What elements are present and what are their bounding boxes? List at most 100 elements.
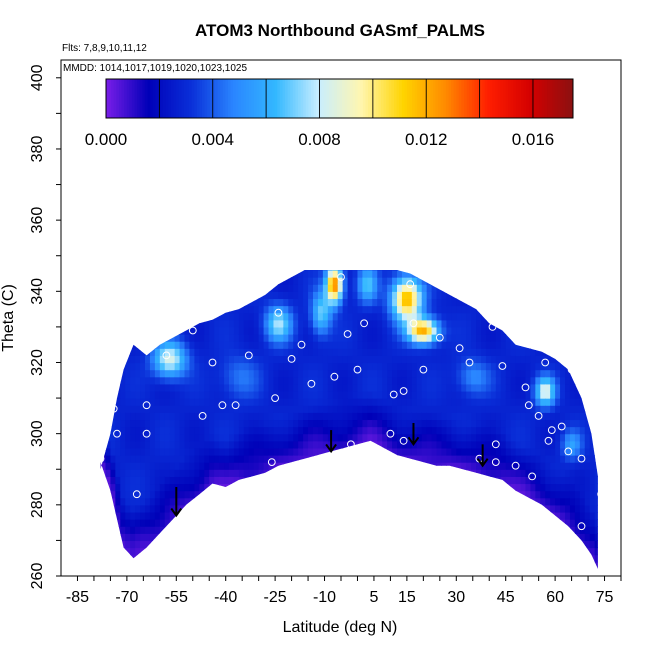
heat-cell <box>322 319 329 328</box>
heat-cell <box>545 462 551 470</box>
heat-cell <box>421 305 428 314</box>
heat-cell <box>411 362 418 371</box>
heat-cell <box>184 412 191 421</box>
heat-cell <box>179 362 186 371</box>
heat-cell <box>164 440 171 449</box>
arrow-marker <box>325 430 337 454</box>
heat-cell <box>145 511 151 520</box>
sample-point <box>208 358 217 367</box>
heat-cell <box>248 334 255 342</box>
heat-cell <box>446 341 452 349</box>
heat-cell <box>298 326 304 335</box>
heat-cell <box>115 398 121 406</box>
heat-cell <box>135 376 141 385</box>
heat-cell <box>184 469 191 477</box>
heat-cell <box>520 405 527 413</box>
heat-cell <box>545 362 551 371</box>
heat-cell <box>308 270 314 271</box>
heat-cell <box>149 433 156 442</box>
colorbar-swatch <box>295 79 299 118</box>
heat-cell <box>322 270 329 271</box>
heat-cell <box>530 476 536 485</box>
heat-cell <box>451 455 457 463</box>
heat-cell <box>476 419 482 428</box>
heat-cell <box>184 390 191 399</box>
heat-cell <box>263 433 270 442</box>
heat-cell <box>520 490 527 499</box>
heat-cell <box>253 305 260 314</box>
heat-cell <box>377 298 383 307</box>
heat-cell <box>288 348 294 356</box>
heat-cell <box>125 369 131 378</box>
heat-cell <box>224 455 230 463</box>
heat-cell <box>322 426 329 435</box>
heat-cell <box>461 362 467 371</box>
heat-cell <box>135 447 141 456</box>
heat-cell <box>145 369 151 378</box>
heat-cell <box>248 362 255 371</box>
heat-cell <box>145 483 151 492</box>
heat-cell <box>125 547 131 556</box>
heat-cell <box>293 319 299 328</box>
heat-cell <box>520 447 527 456</box>
heat-cell <box>397 426 403 435</box>
heat-cell <box>426 383 433 392</box>
heat-cell <box>140 376 146 385</box>
heat-cell <box>145 476 151 485</box>
heat-cell <box>565 376 571 385</box>
heat-cell <box>574 511 581 520</box>
heat-cell <box>505 348 512 356</box>
heat-cell <box>431 405 438 413</box>
heat-cell <box>154 519 161 527</box>
heat-cell <box>313 277 319 285</box>
heat-cell <box>263 334 270 342</box>
heat-cell <box>485 390 492 399</box>
heat-cell <box>219 469 225 477</box>
heat-cell <box>219 419 225 428</box>
heat-cell <box>273 341 280 349</box>
heat-cell <box>382 270 388 278</box>
colorbar-swatch <box>256 79 260 118</box>
heat-cell <box>174 405 181 413</box>
heat-cell <box>332 355 339 364</box>
heat-cell <box>540 469 546 477</box>
heat-cell <box>164 483 171 492</box>
heat-cell <box>397 312 403 321</box>
heat-cell <box>431 369 438 378</box>
heat-cell <box>490 433 497 442</box>
sample-point <box>491 440 500 449</box>
heat-cell <box>555 376 561 385</box>
heat-cell <box>520 348 527 356</box>
heat-cell <box>560 504 566 513</box>
heat-cell <box>263 319 270 328</box>
colorbar-swatch <box>253 79 257 118</box>
heat-cell <box>367 291 373 300</box>
heat-cell <box>456 355 462 364</box>
heat-cell <box>431 341 438 349</box>
heat-cell <box>258 369 265 378</box>
heat-cell <box>574 440 581 449</box>
heat-cell <box>258 390 265 399</box>
heat-cell <box>273 383 280 392</box>
heat-cell <box>347 412 354 421</box>
heat-cell <box>406 426 413 435</box>
heat-cell <box>169 490 176 499</box>
heat-cell <box>233 469 240 477</box>
heat-cell <box>515 469 522 477</box>
heat-cell <box>283 405 289 413</box>
heat-cell <box>565 390 571 399</box>
heat-cell <box>229 462 235 470</box>
heat-cell <box>293 326 299 335</box>
heat-cell <box>298 412 304 421</box>
heat-cell <box>229 355 235 364</box>
heat-cell <box>456 369 462 378</box>
heat-cell <box>584 419 591 428</box>
heat-cell <box>179 426 186 435</box>
heat-cell <box>145 540 151 549</box>
heat-cell <box>352 298 359 307</box>
heat-cell <box>337 412 344 421</box>
colorbar-swatch <box>386 79 390 118</box>
heat-cell <box>377 305 383 314</box>
heat-cell <box>446 305 452 314</box>
y-tick-label: 340 <box>29 278 46 305</box>
